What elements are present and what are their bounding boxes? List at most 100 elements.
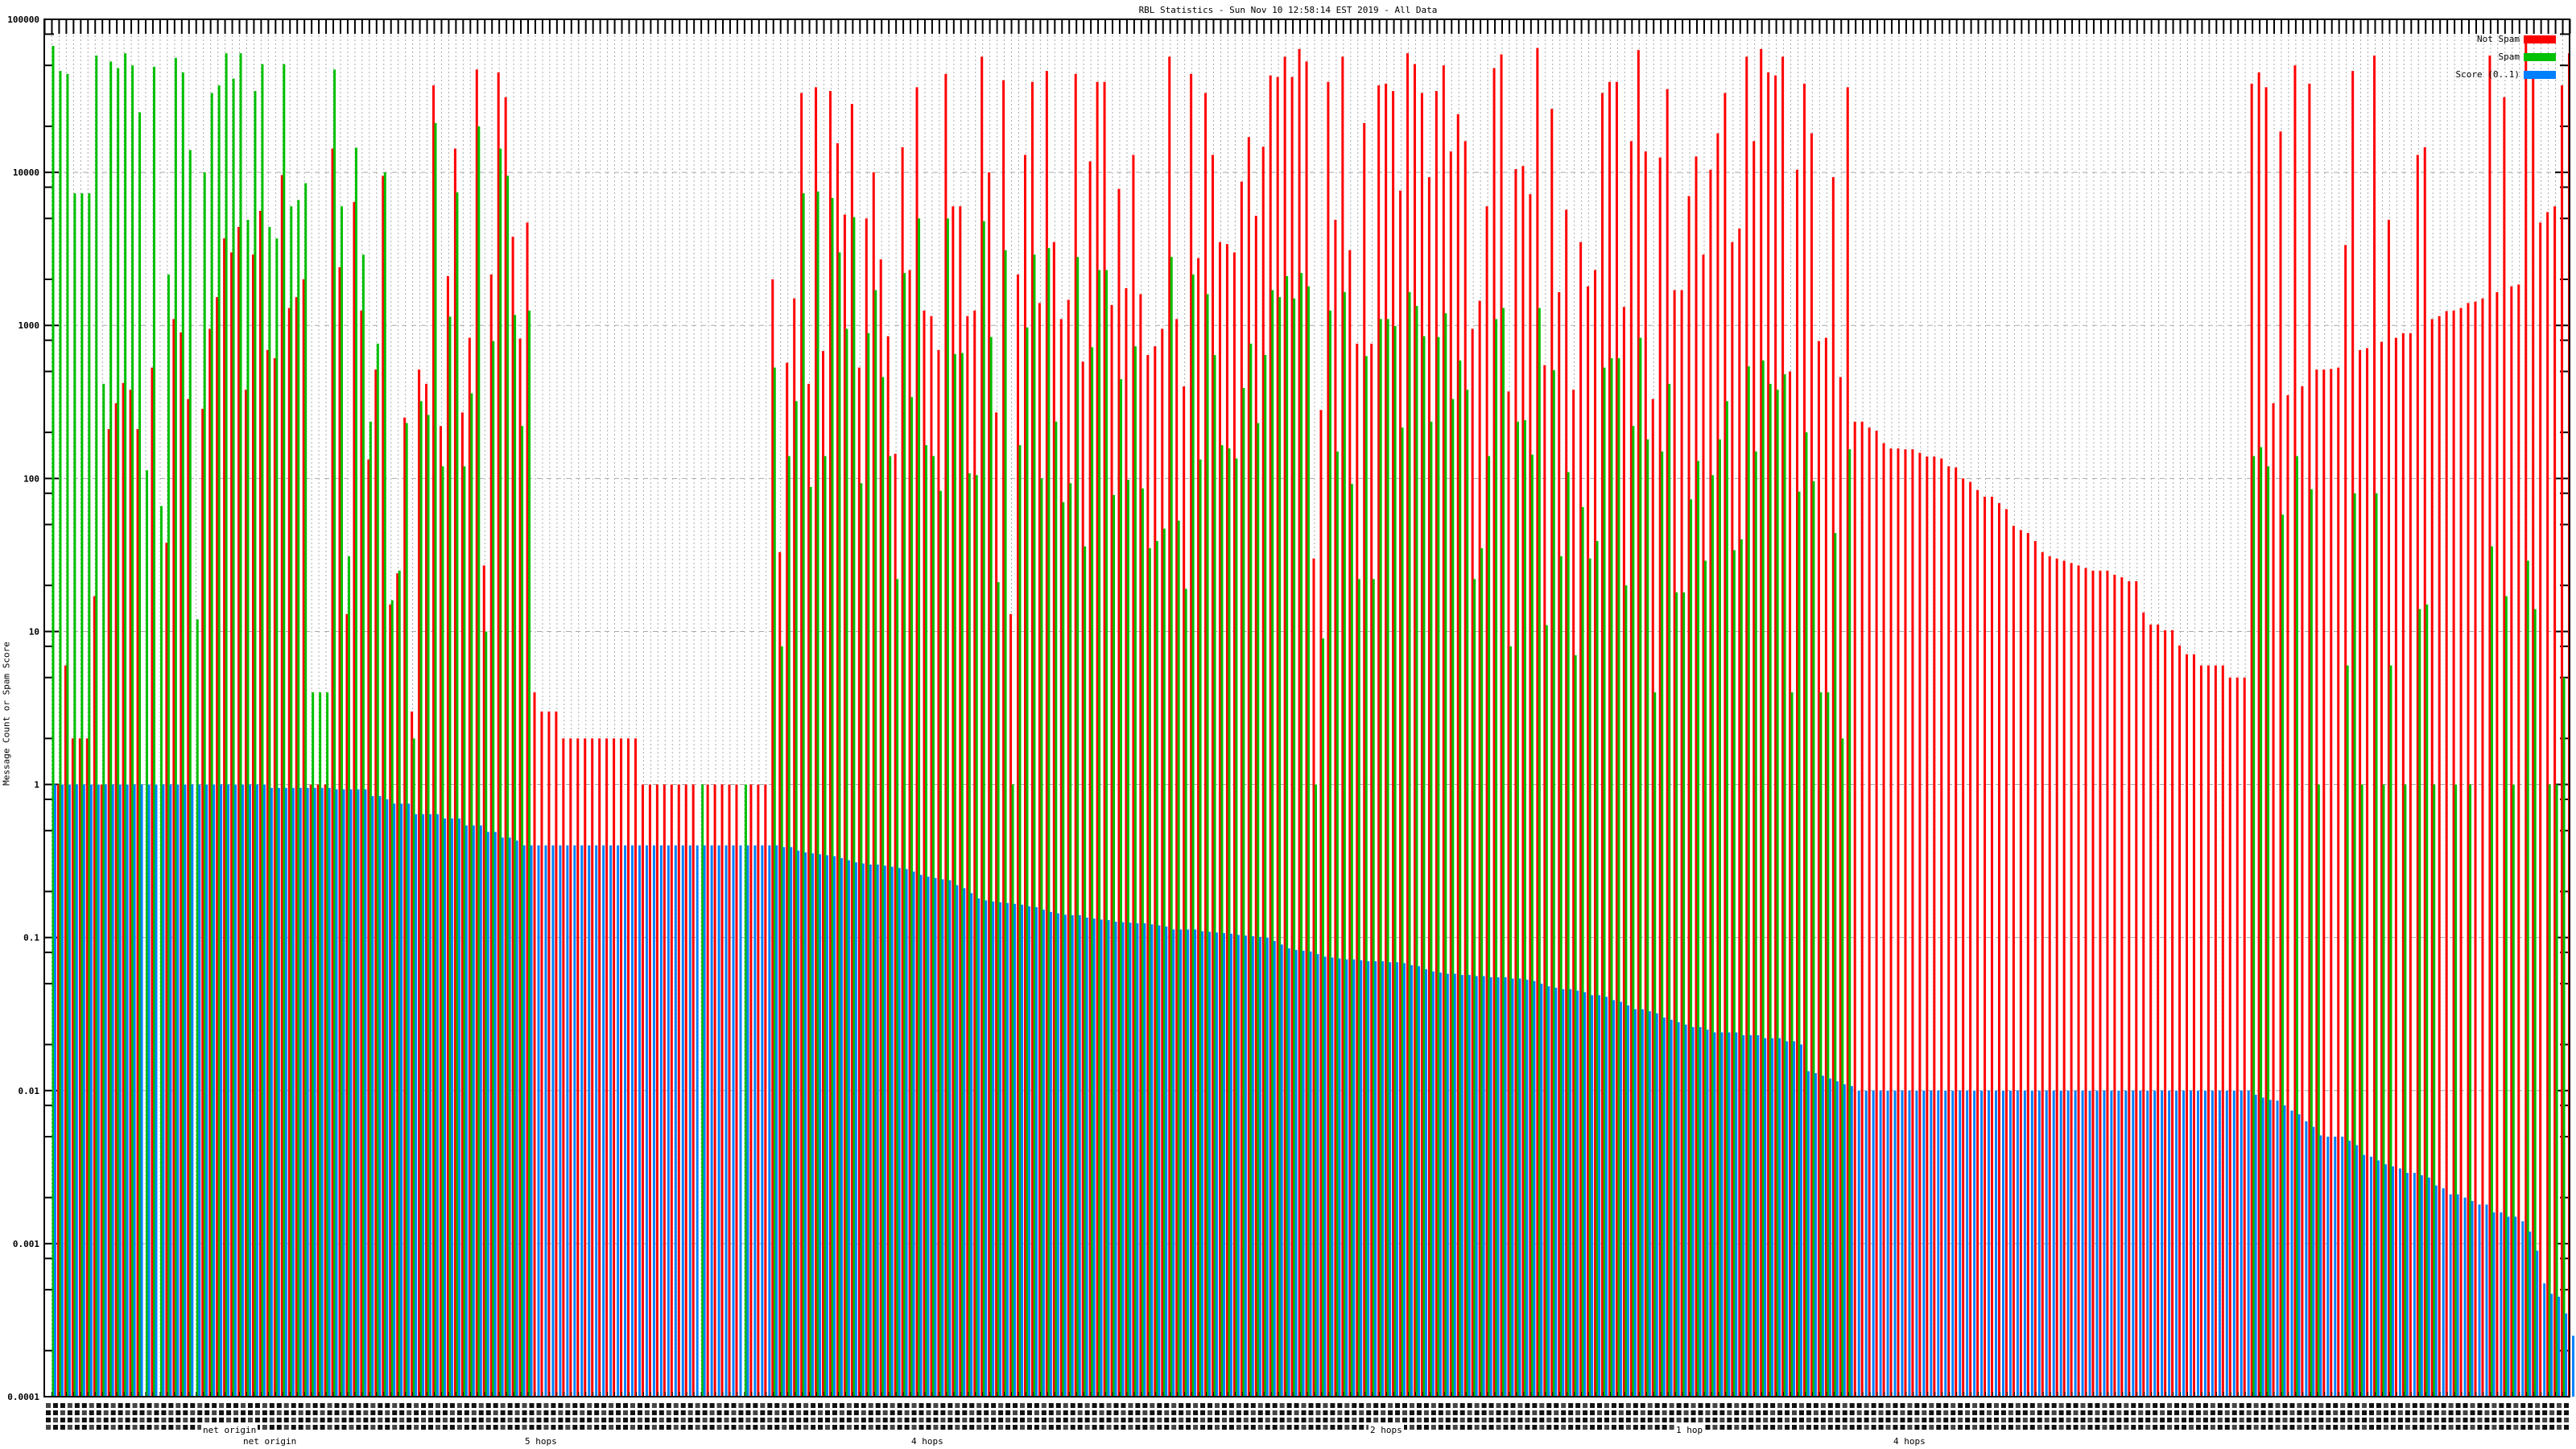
x-category-label-glyph — [1820, 1418, 1826, 1422]
score-bar — [60, 784, 64, 1397]
x-category-label-glyph — [998, 1410, 1004, 1415]
x-category-label-glyph — [500, 1410, 506, 1415]
x-category-label-glyph — [2311, 1403, 2317, 1408]
score-bar — [1403, 963, 1406, 1397]
x-category-label-glyph — [1554, 1410, 1559, 1415]
x-category-label-glyph — [1337, 1410, 1343, 1415]
spam-bar — [174, 57, 177, 1397]
not-spam-bar — [677, 784, 680, 1397]
x-category-label-glyph — [449, 1418, 455, 1422]
score-bar — [2074, 1090, 2077, 1397]
x-category-label-glyph — [2369, 1410, 2375, 1415]
x-category-label-glyph — [2434, 1403, 2439, 1408]
x-category-label-glyph — [1070, 1410, 1075, 1415]
x-category-label-glyph — [1179, 1418, 1184, 1422]
x-category-label-glyph — [2484, 1418, 2490, 1422]
x-category-label-glyph — [2304, 1403, 2310, 1408]
score-bar — [890, 866, 894, 1397]
spam-bar — [246, 220, 250, 1397]
x-category-label-glyph — [680, 1410, 686, 1415]
spam-bar — [131, 65, 134, 1397]
spam-bar — [744, 784, 747, 1397]
x-category-label-glyph — [399, 1410, 405, 1415]
x-category-label-glyph — [2008, 1425, 2013, 1430]
score-bar — [624, 845, 627, 1397]
x-category-label-glyph — [1929, 1418, 1934, 1422]
score-bar — [2161, 1090, 2164, 1397]
x-category-label-glyph — [1756, 1410, 1761, 1415]
not-spam-bar — [591, 738, 594, 1397]
x-category-label-glyph — [356, 1403, 361, 1408]
not-spam-bar — [620, 738, 623, 1397]
score-bar — [1821, 1075, 1824, 1397]
x-category-label-glyph — [2239, 1410, 2244, 1415]
x-category-label-glyph — [1503, 1410, 1509, 1415]
x-category-label-glyph — [2224, 1418, 2230, 1422]
x-category-label-glyph — [1474, 1418, 1480, 1422]
x-category-label-glyph — [1604, 1403, 1609, 1408]
not-spam-bar — [1695, 156, 1698, 1397]
score-bar — [2521, 1221, 2524, 1397]
x-category-label-glyph — [262, 1418, 267, 1422]
x-category-label-glyph — [1525, 1418, 1530, 1422]
x-category-label-glyph — [1683, 1410, 1689, 1415]
not-spam-bar — [2293, 65, 2297, 1397]
not-spam-bar — [2539, 222, 2542, 1397]
score-bar — [472, 825, 475, 1397]
score-bar — [443, 818, 446, 1397]
x-category-label-glyph — [1344, 1425, 1350, 1430]
x-category-label-glyph — [1438, 1425, 1443, 1430]
x-category-label-glyph — [955, 1410, 960, 1415]
not-spam-bar — [1514, 169, 1517, 1397]
x-category-label-glyph — [2528, 1418, 2533, 1422]
x-category-label-glyph — [1907, 1425, 1913, 1430]
score-bar — [659, 845, 663, 1397]
x-category-label-glyph — [2268, 1410, 2273, 1415]
not-spam-bar — [648, 784, 651, 1397]
not-spam-bar — [71, 738, 74, 1397]
x-category-label-glyph — [1026, 1403, 1032, 1408]
score-bar — [2398, 1168, 2401, 1397]
spam-bar — [1545, 625, 1548, 1397]
not-spam-bar — [2337, 367, 2340, 1397]
score-bar — [306, 787, 309, 1397]
score-bar — [2268, 1100, 2272, 1397]
x-category-label-glyph — [500, 1403, 506, 1408]
score-bar — [1129, 923, 1132, 1397]
x-category-label-glyph — [1070, 1425, 1075, 1430]
score-bar — [457, 818, 460, 1397]
spam-bar — [1206, 294, 1209, 1397]
x-category-label-glyph — [2095, 1418, 2100, 1422]
score-bar — [869, 864, 872, 1397]
x-category-label-glyph — [2275, 1410, 2281, 1415]
x-category-label-glyph — [2383, 1425, 2388, 1430]
x-category-label-glyph — [2058, 1403, 2064, 1408]
score-bar — [1626, 1005, 1629, 1397]
x-category-label-glyph — [2542, 1403, 2548, 1408]
x-category-label-glyph — [2362, 1403, 2368, 1408]
score-bar — [191, 784, 194, 1397]
not-spam-bar — [2120, 577, 2124, 1397]
not-spam-bar — [1204, 93, 1208, 1397]
spam-bar — [2310, 489, 2313, 1397]
x-category-label-glyph — [984, 1403, 989, 1408]
not-spam-bar — [1702, 254, 1705, 1397]
not-spam-bar — [1038, 303, 1041, 1397]
x-category-label-glyph — [1459, 1425, 1465, 1430]
x-category-label-glyph — [984, 1418, 989, 1422]
x-category-label-glyph — [2455, 1418, 2461, 1422]
not-spam-bar — [1587, 286, 1590, 1397]
not-spam-bar — [2070, 563, 2073, 1397]
x-category-label-glyph — [1186, 1410, 1191, 1415]
score-bar — [551, 845, 555, 1397]
spam-bar — [159, 506, 163, 1397]
spam-bar — [1004, 250, 1007, 1397]
spam-bar — [1047, 248, 1051, 1397]
x-category-label-glyph — [435, 1418, 440, 1422]
x-category-label-glyph — [1770, 1418, 1776, 1422]
x-category-label-glyph — [1705, 1403, 1711, 1408]
x-category-label-glyph — [1618, 1410, 1624, 1415]
x-category-label-glyph — [46, 1418, 51, 1422]
x-category-label-glyph — [839, 1418, 844, 1422]
x-category-label-glyph — [1798, 1418, 1804, 1422]
